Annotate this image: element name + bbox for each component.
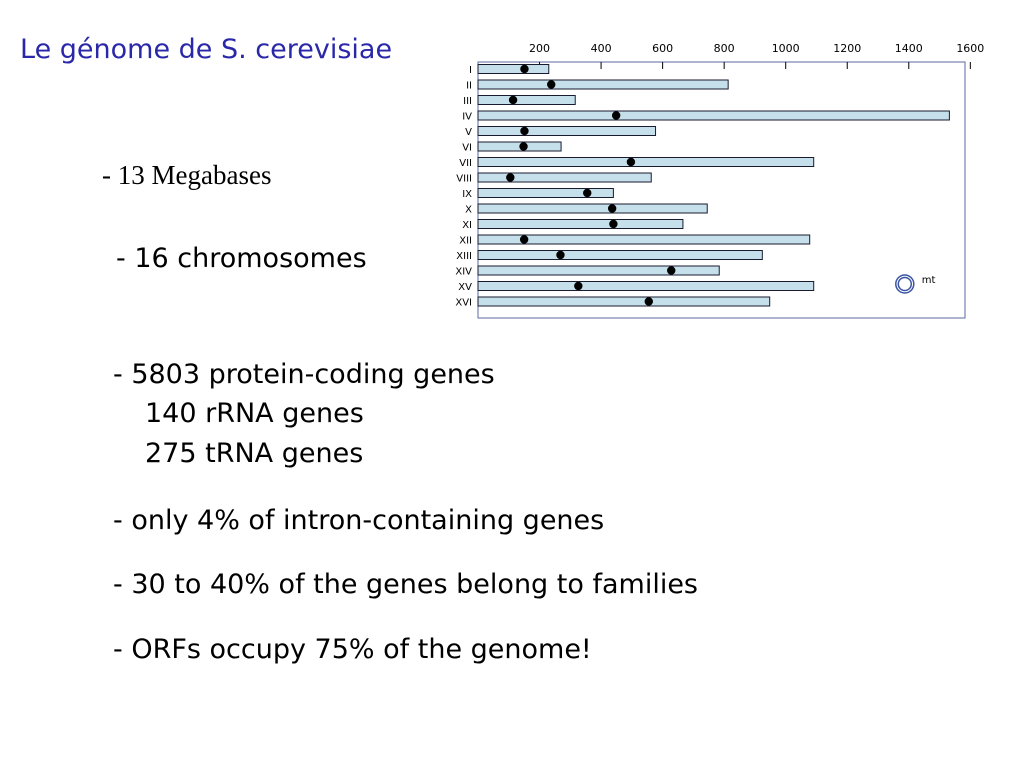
centromere-dot: [547, 80, 556, 89]
chromosome-label: IV: [462, 112, 472, 123]
chromosome-bar: [477, 250, 763, 260]
centromere-dot: [609, 219, 618, 229]
chromosome-label: XVI: [455, 298, 472, 309]
chromosome-label: V: [465, 127, 472, 138]
x-tick-label: 800: [714, 42, 735, 55]
x-tick-label: 1400: [895, 42, 923, 55]
bullet-introns: - only 4% of intron-containing genes: [113, 505, 605, 536]
chromosome-bar: [477, 219, 684, 229]
x-tick-label: 600: [652, 42, 673, 55]
bullet-megabases: - 13 Megabases: [102, 160, 272, 190]
mitochondrial-circle-inner: [897, 276, 913, 292]
x-tick-label: 400: [591, 42, 612, 55]
chromosome-label: VI: [462, 143, 472, 154]
centromere-dot: [644, 297, 653, 306]
slide-title: Le génome de S. cerevisiae: [20, 34, 393, 65]
chromosome-bar: [477, 64, 550, 74]
x-tick-label: 200: [529, 42, 550, 55]
chromosome-map-chart: 200 400 600 800 1000 1200 1400 1600IIIIIIIVVVIV…: [455, 42, 984, 319]
chromosome-bar: [477, 188, 614, 198]
chromosome-bar: [477, 126, 657, 136]
chromosome-label: VII: [459, 158, 472, 169]
centromere-dot: [583, 188, 592, 198]
centromere-dot: [506, 173, 515, 182]
chromosome-bar: [477, 79, 729, 90]
chromosome-label: I: [469, 65, 472, 76]
centromere-dot: [556, 250, 565, 260]
bullet-protein-coding-genes: - 5803 protein-coding genes: [113, 359, 495, 390]
chromosome-label: IX: [462, 189, 472, 200]
mitochondrial-label: mt: [922, 275, 936, 286]
x-tick-label: 1600: [956, 42, 984, 55]
chromosome-bar: [477, 172, 652, 183]
chromosome-label: XIII: [456, 251, 472, 262]
chromosome-label: III: [463, 96, 472, 107]
chromosome-bar: [477, 95, 576, 105]
chromosome-bar: [477, 296, 771, 307]
centromere-dot: [607, 204, 617, 213]
chromosome-label: II: [466, 81, 472, 92]
chromosome-label: XII: [459, 236, 472, 247]
mitochondrial-circle-outer: [895, 274, 915, 294]
centromere-dot: [667, 266, 676, 275]
x-tick-label: 1200: [833, 42, 861, 55]
bullet-chromosomes: - 16 chromosomes: [116, 243, 367, 274]
chromosome-bar: [477, 110, 950, 121]
centromere-dot: [611, 111, 621, 120]
centromere-dot: [626, 157, 636, 167]
centromere-dot: [520, 64, 529, 74]
chromosome-bar: [477, 203, 708, 214]
chromosome-label: XIV: [455, 267, 472, 278]
bullet-orfs: - ORFs occupy 75% of the genome!: [113, 634, 592, 665]
chromosome-bar: [477, 265, 720, 276]
centromere-dot: [574, 281, 583, 291]
chromosome-label: XV: [458, 282, 472, 293]
chromosome-label: VIII: [456, 174, 472, 185]
centromere-dot: [519, 235, 529, 244]
chromosome-bar: [477, 281, 815, 291]
centromere-dot: [520, 126, 529, 136]
centromere-dot: [508, 95, 518, 105]
x-tick-label: 1000: [772, 42, 800, 55]
chromosome-bar: [477, 157, 815, 167]
bullet-rrna-genes: 140 rRNA genes: [145, 398, 364, 429]
chromosome-bar: [477, 234, 811, 245]
bullet-gene-families: - 30 to 40% of the genes belong to famil…: [113, 569, 698, 600]
chromosome-label: X: [465, 205, 472, 216]
centromere-dot: [519, 142, 528, 151]
chromosome-label: XI: [462, 220, 472, 231]
bullet-trna-genes: 275 tRNA genes: [145, 438, 364, 469]
